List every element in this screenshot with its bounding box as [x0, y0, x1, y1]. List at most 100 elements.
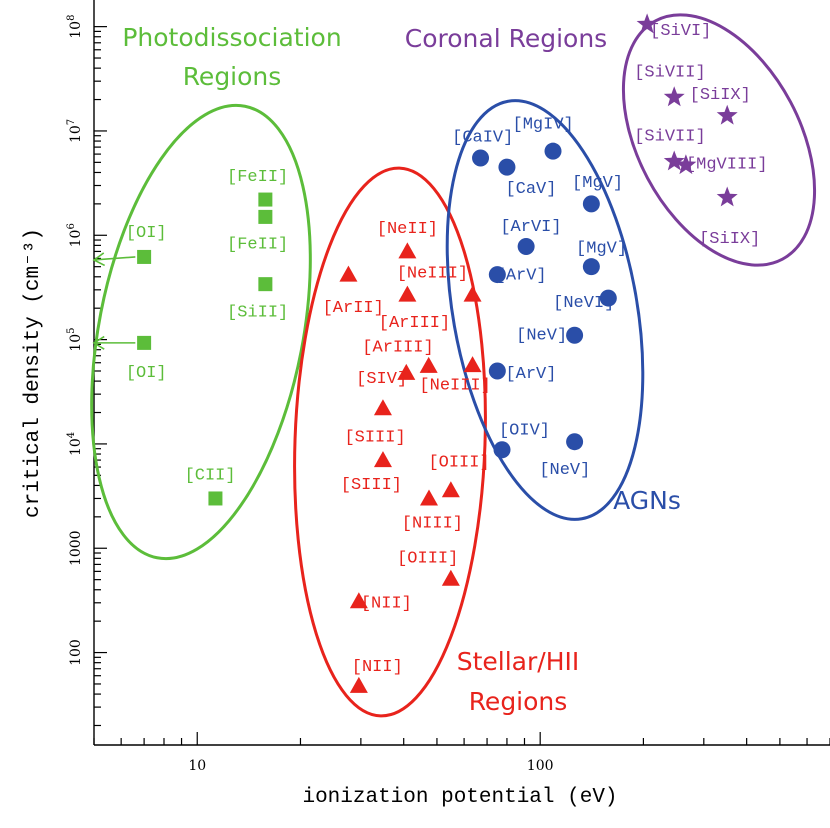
point-label: [OI] — [126, 224, 167, 243]
point-label: [ArV] — [505, 365, 556, 384]
triangle-marker — [373, 399, 392, 416]
point-label: [ArII] — [323, 299, 384, 318]
square-marker — [208, 491, 223, 506]
agn-region-title: AGNs — [613, 486, 681, 515]
point-label: [SIV] — [356, 370, 407, 389]
point-label: [CaV] — [505, 180, 556, 199]
agn-region-ellipse — [445, 99, 645, 521]
point-label: [SiII] — [227, 304, 288, 323]
square-marker — [137, 249, 152, 264]
y-tick-label-exponent: 4 — [66, 432, 77, 438]
point-label: [MgV] — [572, 174, 623, 193]
y-tick-label: 106 — [66, 223, 84, 247]
star-marker — [636, 13, 658, 34]
circle-marker — [517, 238, 535, 256]
point-label: [SIII] — [344, 429, 405, 448]
circle-marker — [493, 441, 511, 459]
star-marker — [663, 86, 685, 107]
circle-marker — [544, 142, 562, 160]
y-tick-label: 104 — [66, 432, 84, 456]
arrow-head — [92, 335, 105, 350]
star-marker — [675, 154, 697, 175]
triangle-marker — [349, 676, 368, 693]
stellar-hii-region-subtitle: Regions — [469, 687, 568, 716]
point-label: [NII] — [361, 594, 412, 613]
photodissociation-region-title: Photodissociation — [122, 23, 341, 52]
point-label: [ArIII] — [379, 314, 450, 333]
x-tick-label: 10 — [188, 758, 206, 774]
square-marker — [137, 335, 152, 350]
square-marker — [258, 209, 273, 224]
triangle-marker — [441, 481, 460, 498]
triangle-marker — [397, 363, 416, 380]
point-label: [CII] — [185, 467, 236, 486]
triangle-marker — [419, 356, 438, 373]
point-label: [SiIX] — [690, 86, 751, 105]
point-label: [SiVII] — [634, 63, 705, 82]
arrow-head — [92, 252, 106, 267]
y-tick-label-base: 10 — [68, 125, 84, 143]
circle-marker — [498, 158, 516, 176]
star-marker — [663, 150, 685, 171]
circle-marker — [472, 149, 490, 167]
annotation-arrows — [92, 252, 136, 350]
circle-marker — [599, 289, 617, 307]
triangle-marker — [339, 265, 358, 282]
square-marker — [258, 192, 273, 207]
point-label: [NeIII] — [397, 264, 468, 283]
point-label: [NeVI] — [553, 294, 614, 313]
triangle-marker — [419, 489, 438, 506]
y-tick-label-base: 10 — [68, 334, 84, 352]
point-label: [OIII] — [428, 454, 489, 473]
circle-marker — [488, 266, 506, 284]
triangle-marker — [441, 569, 460, 586]
triangle-marker — [398, 242, 417, 259]
triangle-marker — [373, 451, 392, 468]
y-tick-label-base: 10 — [68, 230, 84, 248]
point-label: [OIV] — [499, 422, 550, 441]
point-label: [SiVII] — [634, 128, 705, 147]
triangle-marker — [463, 285, 482, 302]
region-labels: Photodissociation Regions Stellar/HII Re… — [122, 23, 681, 716]
point-label: [SiVI] — [650, 22, 711, 41]
point-label: [MgIV] — [513, 116, 574, 135]
photodissociation-region-ellipse — [90, 103, 312, 561]
point-label: [NeIII] — [419, 376, 490, 395]
y-tick-label: 108 — [66, 15, 84, 39]
triangle-marker — [398, 285, 417, 302]
point-label: [SiIX] — [699, 230, 760, 249]
point-label: [NII] — [352, 658, 403, 677]
x-tick-label: 100 — [527, 758, 554, 774]
y-axis-title: critical density (cm⁻³) — [22, 228, 45, 518]
coronal-region-title: Coronal Regions — [405, 24, 607, 53]
point-label: [SIII] — [341, 476, 402, 495]
y-tick-label-base: 10 — [68, 21, 84, 39]
circle-marker — [582, 258, 600, 276]
data-points — [137, 13, 738, 693]
stellar-hii-region-title: Stellar/HII — [457, 647, 580, 676]
point-label: [NeV] — [539, 461, 590, 480]
stellar-hii-region-ellipse — [293, 166, 487, 718]
point-label: [FeII] — [227, 168, 288, 187]
y-tick-label: 1000 — [68, 530, 84, 566]
point-label: [MgVIII] — [686, 155, 768, 174]
point-label: [NeII] — [377, 220, 438, 239]
coronal-region-ellipse — [621, 13, 817, 267]
point-label: [ArIII] — [362, 338, 433, 357]
point-label: [NIII] — [402, 515, 463, 534]
triangle-marker — [463, 356, 482, 373]
point-label: [ArVI] — [500, 218, 561, 237]
axis-ticks — [93, 26, 830, 745]
circle-marker — [582, 195, 600, 213]
point-label: [CaIV] — [452, 129, 513, 148]
star-marker — [716, 186, 738, 207]
x-axis-title: ionization potential (eV) — [302, 786, 617, 809]
point-label: [OI] — [126, 364, 167, 383]
y-tick-label-exponent: 7 — [66, 119, 77, 125]
region-outlines — [90, 13, 817, 718]
star-marker — [716, 104, 738, 125]
square-marker — [258, 277, 273, 292]
y-tick-label: 100 — [68, 639, 84, 666]
